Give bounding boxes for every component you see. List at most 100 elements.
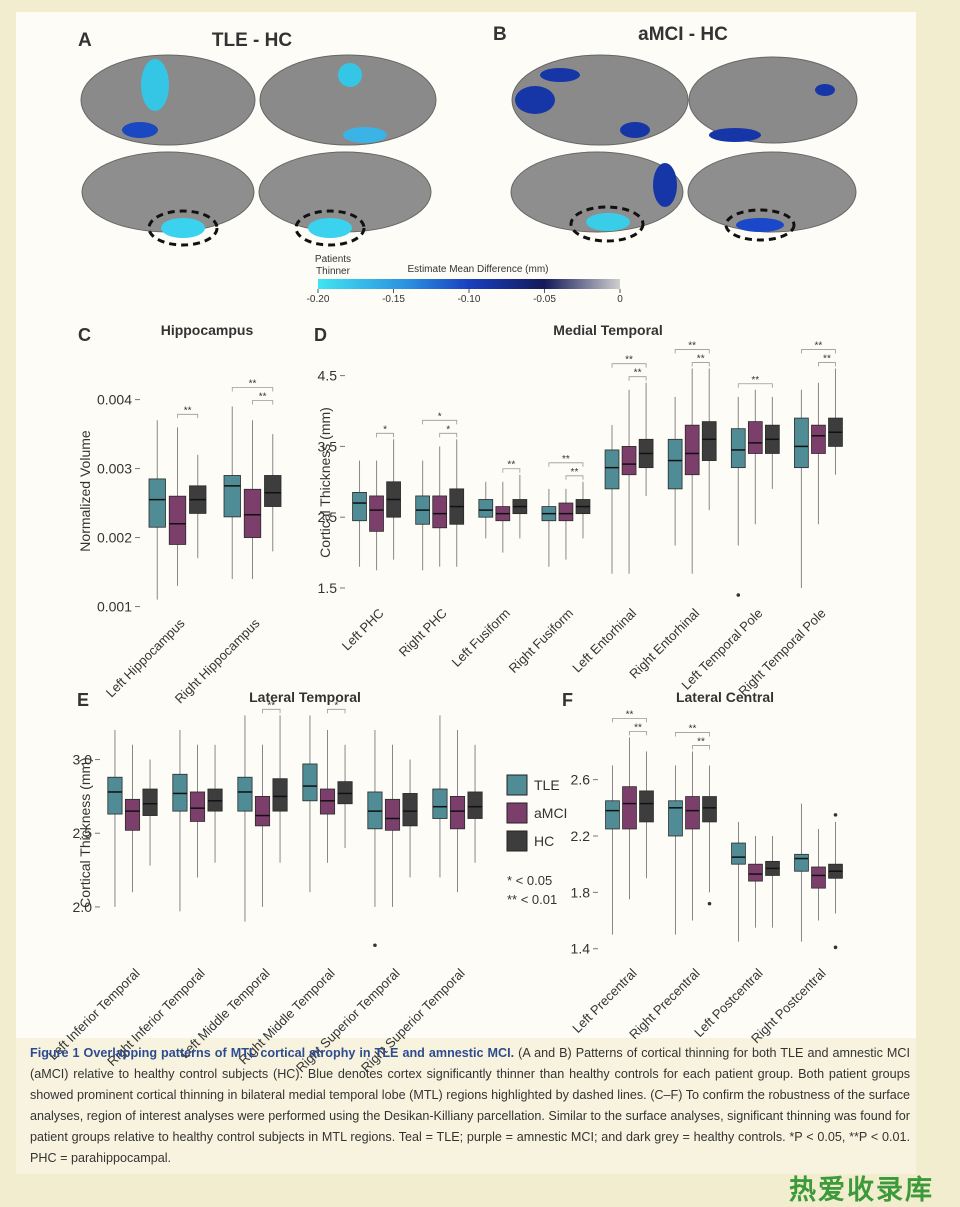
thinning-patch	[141, 59, 169, 111]
significance-bracket	[691, 362, 710, 367]
box	[684, 424, 700, 476]
panel-letter: C	[78, 325, 91, 345]
outlier	[833, 945, 838, 950]
colorbar-note: Thinner	[316, 266, 351, 277]
significance-bracket	[692, 745, 710, 750]
significance-bracket	[502, 468, 521, 473]
box	[558, 502, 574, 522]
box	[668, 800, 683, 837]
significance-bracket	[628, 376, 647, 381]
y-tick-label: 0.002	[97, 530, 132, 546]
box	[794, 853, 809, 872]
significance-bracket	[612, 717, 647, 723]
caption-title: Figure 1 Overlapping patterns of MTL cor…	[30, 1046, 515, 1060]
mtl-outline	[294, 209, 366, 247]
significance-bracket	[252, 400, 274, 405]
significance-bracket	[818, 362, 836, 367]
significance-bracket	[439, 432, 458, 438]
significance-bracket	[422, 419, 458, 425]
y-tick-label: 1.4	[571, 941, 591, 957]
y-axis-label: Cortical Thickness (mm)	[317, 407, 333, 558]
box	[223, 475, 241, 518]
brain-medial-right	[687, 151, 857, 233]
watermark: 热爱收录库	[789, 1175, 934, 1206]
thinning-patch	[709, 128, 761, 142]
colorbar-tick-label: 0	[617, 294, 623, 305]
brain-medial-left	[81, 151, 255, 233]
significance-bracket	[327, 708, 346, 714]
panel-title: TLE - HC	[212, 30, 292, 51]
box	[124, 798, 141, 831]
box	[168, 495, 187, 545]
y-tick-label: 2.2	[571, 828, 591, 844]
significance-label: **	[634, 722, 642, 733]
box	[748, 863, 763, 882]
legend-swatch	[506, 802, 528, 824]
box	[237, 776, 253, 812]
significance-label: **	[259, 391, 267, 402]
y-axis-label: Cortical Thickness (mm)	[77, 757, 93, 908]
box	[352, 492, 367, 522]
panel-letter: E	[77, 690, 89, 710]
colorbar-tick-label: -0.05	[533, 294, 556, 305]
box	[148, 478, 166, 528]
colorbar-tick-label: -0.15	[382, 294, 405, 305]
brains-a	[80, 54, 437, 247]
significance-bracket	[611, 363, 647, 368]
box	[432, 788, 448, 819]
legend-label: aMCI	[534, 805, 567, 821]
significance-label: **	[562, 454, 570, 465]
thinning-patch	[540, 68, 580, 82]
outlier	[736, 593, 741, 597]
significance-label: **	[507, 460, 515, 471]
y-tick-label: 2.6	[571, 772, 591, 788]
significance-label: **	[697, 354, 705, 365]
significance-bracket	[674, 349, 710, 354]
significance-label: **	[751, 375, 759, 386]
box	[622, 786, 637, 830]
legend-swatch	[506, 830, 528, 852]
brains-b	[510, 54, 858, 243]
significance-label: **	[815, 341, 823, 352]
significance-bracket	[262, 708, 281, 714]
y-tick-label: 1.8	[571, 884, 591, 900]
y-tick-label: 3.5	[318, 438, 338, 454]
significance-bracket	[548, 462, 584, 467]
significance-label: **	[571, 467, 579, 478]
mtl-outline	[724, 208, 796, 242]
thinning-patch	[343, 127, 387, 143]
box	[384, 798, 401, 831]
significance-bracket	[376, 432, 395, 438]
y-tick-label: 0.004	[97, 392, 132, 408]
brain-lateral-left	[80, 54, 256, 146]
outlier	[707, 901, 712, 906]
legend-label: TLE	[534, 777, 560, 793]
significance-label: *	[334, 700, 338, 711]
mtl-outline	[569, 205, 645, 243]
y-tick-label: 2.5	[73, 825, 93, 841]
thinning-patch	[122, 122, 158, 138]
box	[107, 776, 123, 815]
thinning-patch	[736, 218, 784, 232]
box	[702, 796, 717, 823]
colorbar-label: Estimate Mean Difference (mm)	[408, 264, 549, 275]
significance-label: **	[634, 368, 642, 379]
box	[467, 791, 483, 819]
thinning-patch	[308, 218, 352, 238]
box	[189, 791, 206, 822]
box	[432, 495, 448, 529]
colorbar-ticks: -0.20 -0.15 -0.10 -0.05 0	[307, 289, 623, 305]
box	[369, 495, 384, 532]
significance-label: *	[446, 424, 450, 435]
significance-bracket	[565, 475, 584, 480]
significance-label: **	[625, 355, 633, 366]
legend-label: HC	[534, 833, 554, 849]
significance-label: **	[626, 709, 634, 720]
significance-key: ** < 0.01	[507, 892, 557, 907]
significance-label: **	[697, 736, 705, 747]
colorbar-tick-label: -0.20	[307, 294, 330, 305]
box	[605, 800, 620, 830]
colorbar-tick-label: -0.10	[458, 294, 481, 305]
box	[794, 417, 809, 469]
